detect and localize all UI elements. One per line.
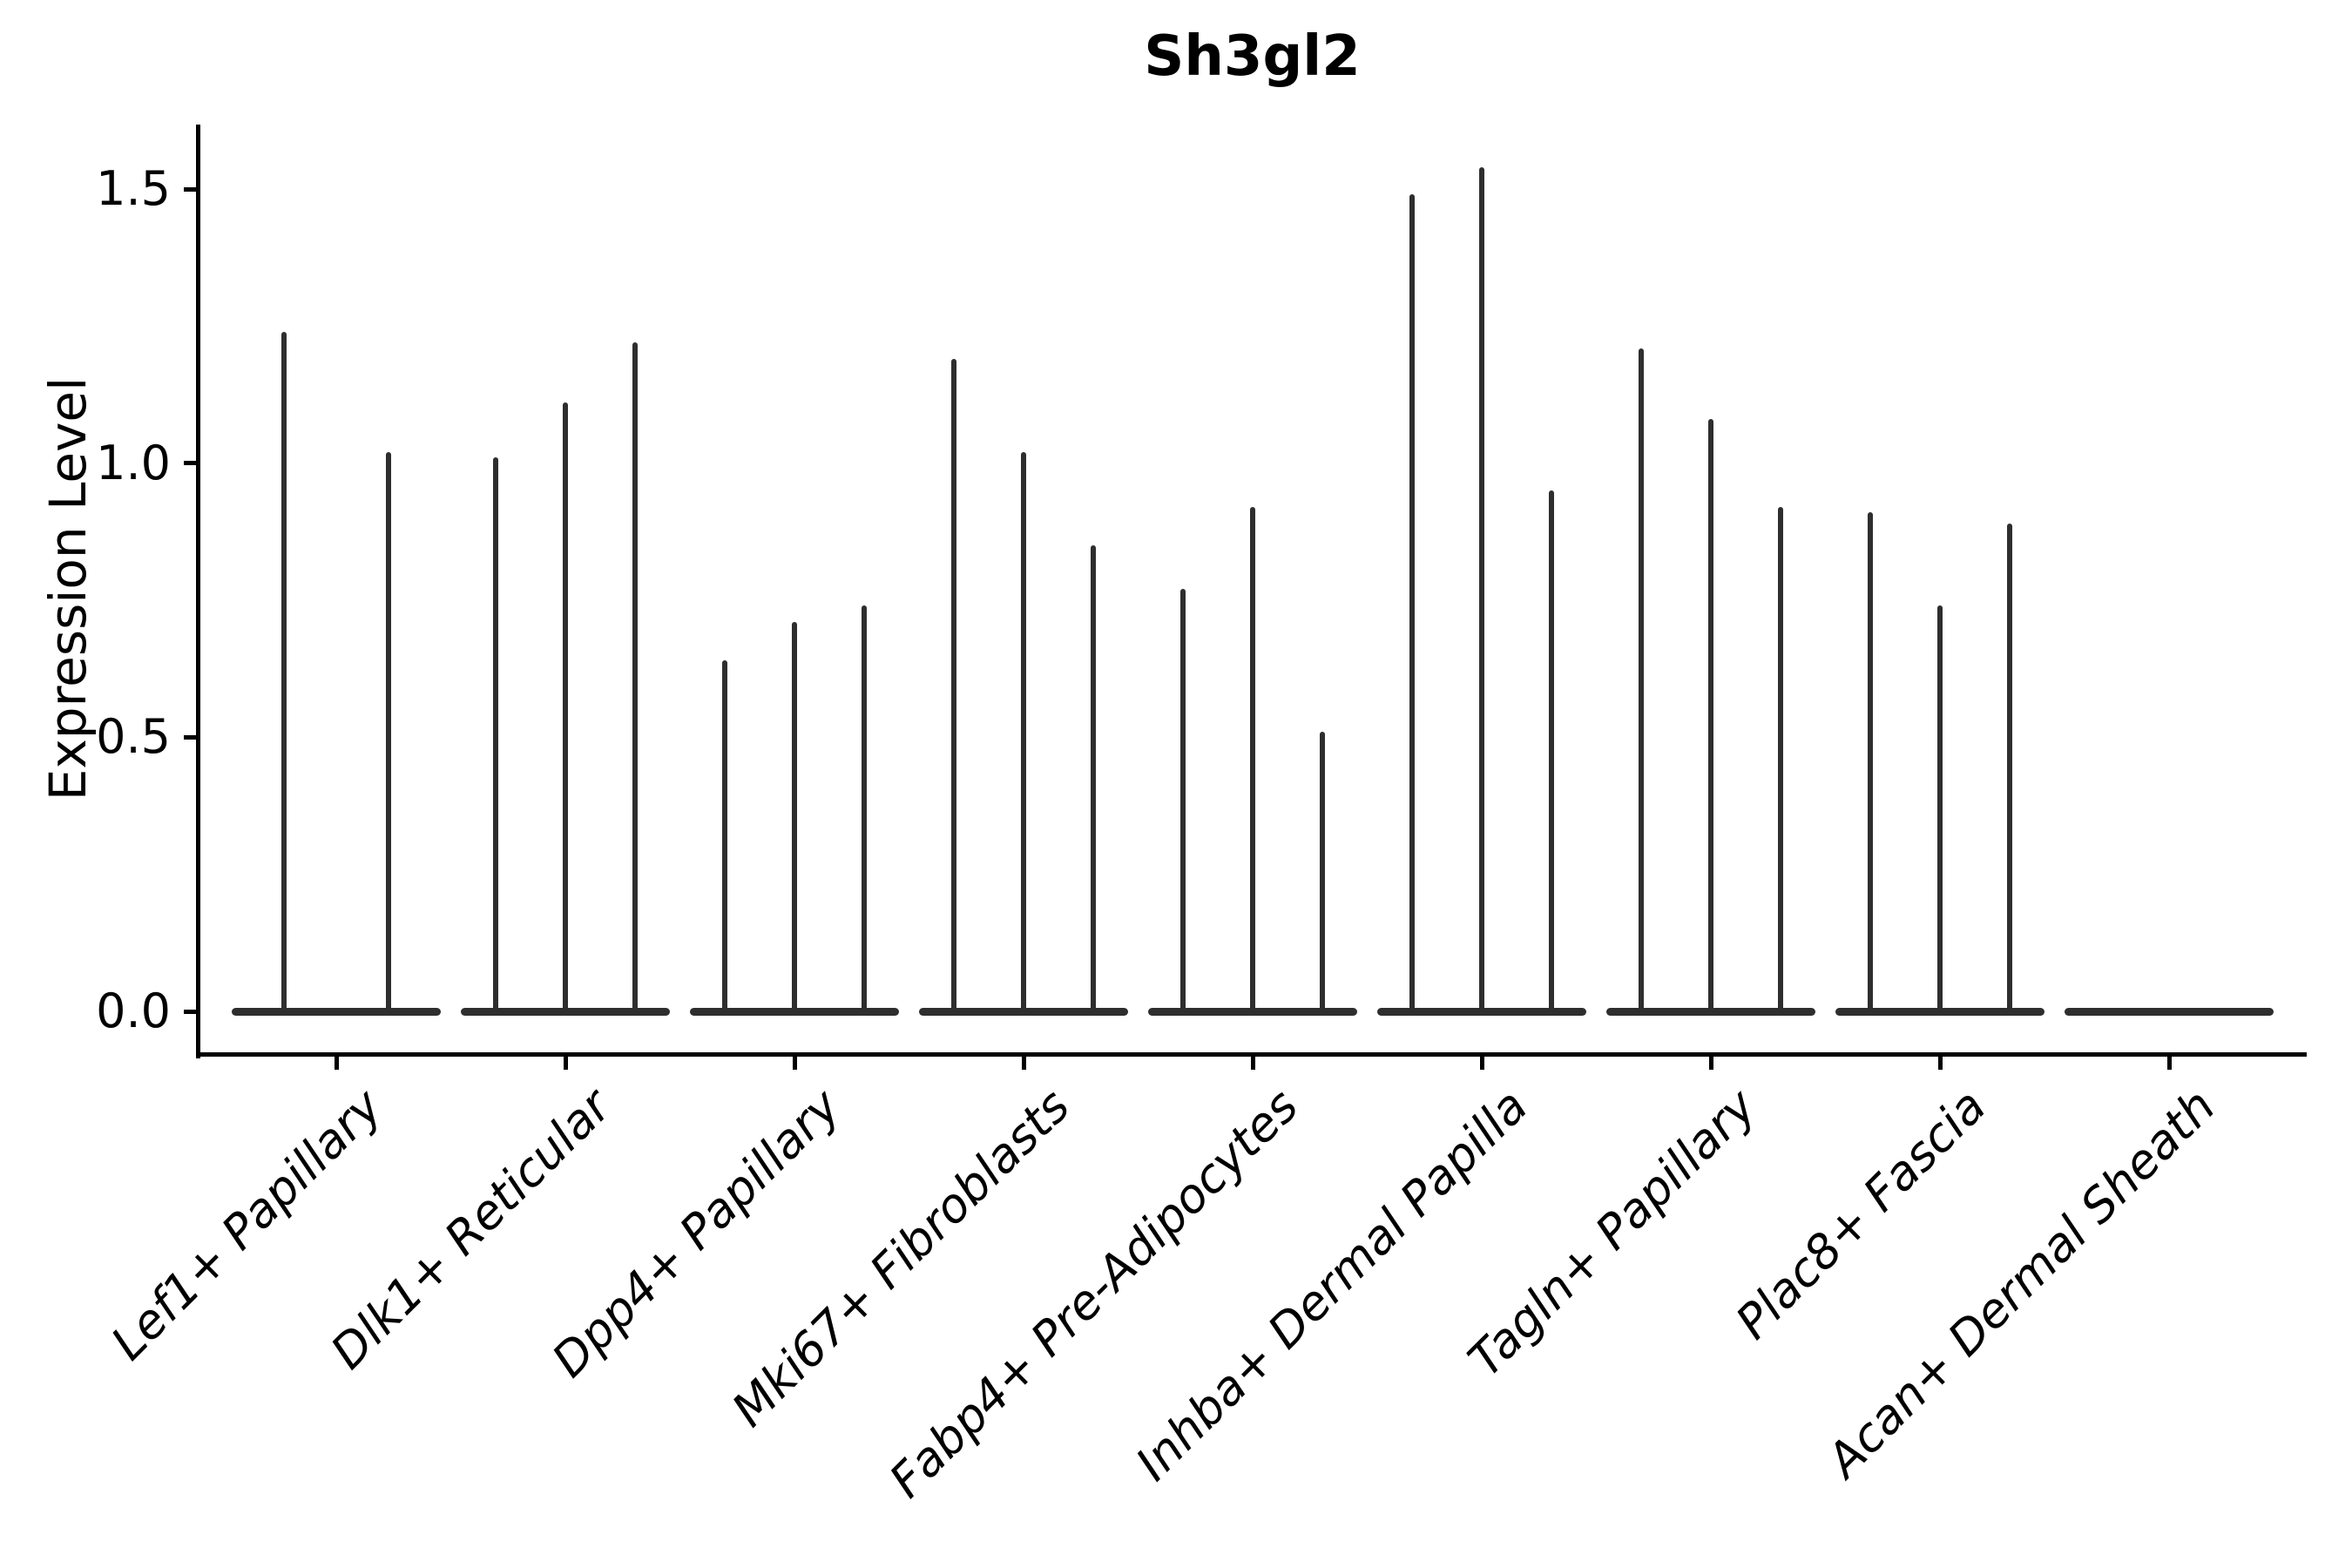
- violin-spike: [386, 452, 391, 1011]
- violin-base: [919, 1007, 1128, 1016]
- violin-base: [1606, 1007, 1815, 1016]
- violin-spike: [1091, 545, 1096, 1011]
- x-tick-mark: [1021, 1056, 1026, 1070]
- y-tick-mark: [184, 1009, 197, 1014]
- violin-spike: [281, 331, 287, 1011]
- y-tick-label: 1.0: [96, 435, 171, 490]
- violin-spike: [1021, 452, 1026, 1011]
- violin-spike: [1708, 419, 1713, 1011]
- x-tick-mark: [334, 1056, 339, 1070]
- violin-spike: [563, 402, 568, 1011]
- violin-base: [2065, 1007, 2274, 1016]
- x-tick-mark: [1250, 1056, 1255, 1070]
- violin-spike: [1549, 490, 1554, 1011]
- x-tick-label: Inhba+ Dermal Papilla: [1125, 1078, 1538, 1491]
- x-tick-label: Acan+ Dermal Sheath: [1815, 1078, 2226, 1488]
- violin-spike: [951, 359, 956, 1011]
- violin-base: [1377, 1007, 1586, 1016]
- violin-spike: [1868, 512, 1873, 1011]
- x-tick-mark: [1937, 1056, 1943, 1070]
- violin-spike: [632, 342, 638, 1011]
- violin-spike: [862, 605, 867, 1011]
- violin-base: [1835, 1007, 2044, 1016]
- violin-spike: [1250, 507, 1255, 1011]
- x-tick-label: Fabp4+ Pre-Adipocytes: [879, 1078, 1309, 1509]
- violin-spike: [1778, 507, 1783, 1011]
- chart-title: Sh3gl2: [1144, 24, 1361, 89]
- x-axis-spine: [196, 1052, 2307, 1057]
- x-tick-mark: [563, 1056, 568, 1070]
- y-tick-mark: [184, 186, 197, 192]
- violin-base: [690, 1007, 899, 1016]
- violin-spike: [1479, 166, 1484, 1011]
- violin-spike: [1409, 194, 1415, 1011]
- violin-spike: [1937, 605, 1943, 1011]
- violin-base: [1148, 1007, 1357, 1016]
- x-tick-mark: [1479, 1056, 1484, 1070]
- y-tick-mark: [184, 734, 197, 740]
- violin-spike: [1639, 348, 1644, 1011]
- violin-spike: [722, 660, 727, 1011]
- x-tick-mark: [2166, 1056, 2172, 1070]
- violin-spike: [792, 622, 797, 1011]
- y-tick-mark: [184, 461, 197, 466]
- violin-spike: [1320, 732, 1325, 1011]
- x-tick-mark: [1708, 1056, 1713, 1070]
- y-axis-spine: [196, 125, 200, 1058]
- violin-base: [232, 1007, 441, 1016]
- violin-base: [461, 1007, 670, 1016]
- violin-spike: [493, 457, 498, 1011]
- violin-spike: [1180, 589, 1186, 1011]
- y-tick-label: 1.5: [96, 161, 171, 217]
- violin-spike: [2007, 523, 2012, 1011]
- y-tick-label: 0.5: [96, 709, 171, 765]
- y-tick-label: 0.0: [96, 983, 171, 1038]
- x-tick-mark: [792, 1056, 797, 1070]
